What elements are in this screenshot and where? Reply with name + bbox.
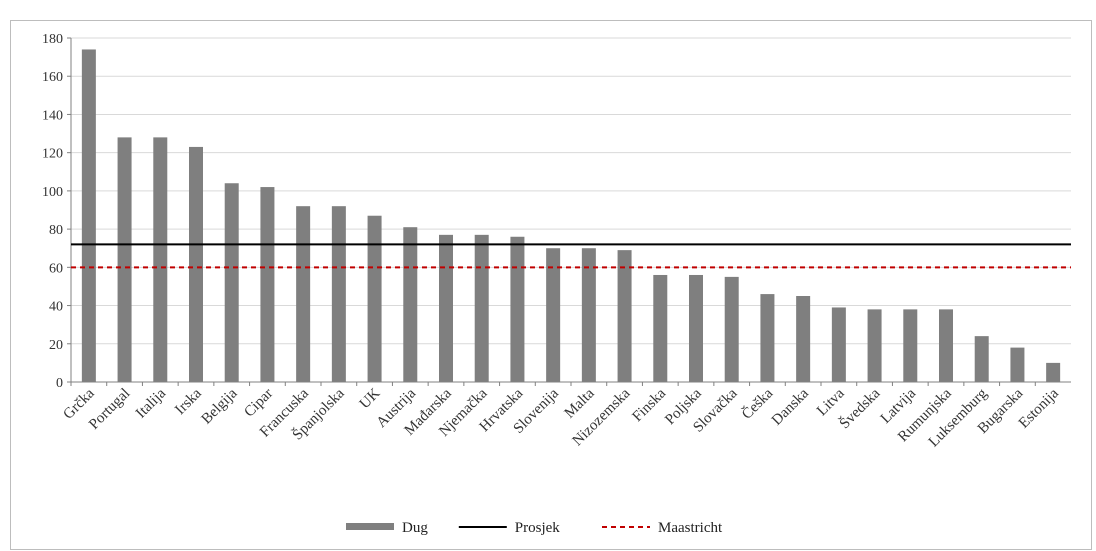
y-tick-label: 180 — [42, 32, 63, 47]
chart-frame: 0 20 40 60 80 100 120 140 160 180 Grčka Portugal It… — [10, 20, 1092, 550]
bar-Mađarska — [439, 234, 453, 382]
bars — [81, 49, 1061, 382]
legend-swatch-dug — [346, 523, 394, 530]
bar-Belgija — [224, 183, 239, 382]
y-axis: 0 20 40 60 80 100 120 140 160 180 — [42, 32, 72, 391]
bar-Hrvatska — [510, 236, 525, 382]
bar-Bugarska — [1010, 347, 1025, 382]
bar-Italija — [153, 137, 168, 382]
bar-Litva — [831, 307, 846, 382]
bar-Slovačka — [724, 276, 739, 382]
x-category-label: Danska — [769, 385, 812, 428]
y-tick-label: 60 — [49, 261, 63, 276]
y-tick-label: 160 — [42, 70, 63, 85]
bar-Francuska — [296, 206, 311, 382]
bar-Češka — [760, 294, 775, 382]
bar-Austrija — [403, 227, 418, 382]
x-category-label: Švedska — [836, 385, 884, 433]
bar-Malta — [581, 248, 596, 382]
bar-Finska — [653, 274, 668, 382]
y-tick-label: 0 — [56, 376, 63, 391]
x-category-label: UK — [357, 385, 384, 412]
bar-Latvija — [903, 309, 918, 382]
x-category-label: Estonija — [1016, 385, 1062, 431]
bar-Danska — [796, 296, 811, 382]
y-tick-label: 40 — [49, 300, 63, 315]
bar-Luksemburg — [974, 336, 989, 382]
y-tick-label: 80 — [49, 223, 63, 238]
legend-label-maastricht: Maastricht — [658, 520, 723, 536]
bar-Španjolska — [331, 206, 346, 382]
reference-lines — [71, 243, 1071, 269]
bar-Poljska — [689, 274, 703, 382]
legend-label-prosjek: Prosjek — [515, 520, 561, 536]
bar-Nizozemska — [617, 250, 632, 382]
bar-Rumunjska — [939, 309, 953, 382]
x-category-label: Belgija — [199, 385, 241, 427]
legend-label-dug: Dug — [402, 520, 428, 536]
legend: Dug Prosjek Maastricht — [346, 520, 723, 536]
bar-UK — [367, 215, 382, 382]
bar-Slovenija — [546, 248, 561, 382]
gridlines — [71, 37, 1071, 345]
bar-Portugal — [117, 137, 132, 382]
x-category-label: Italija — [133, 385, 169, 421]
y-tick-label: 120 — [42, 147, 63, 162]
bar-Grčka — [81, 49, 96, 382]
x-category-label: Irska — [172, 385, 205, 418]
y-tick-label: 100 — [42, 185, 63, 200]
bar-Cipar — [260, 187, 275, 382]
bar-Estonija — [1046, 362, 1061, 382]
y-tick-label: 140 — [42, 108, 63, 123]
y-tick-label: 20 — [49, 338, 63, 353]
bar-Irska — [189, 146, 203, 382]
bar-Njemačka — [474, 234, 489, 382]
bar-Švedska — [867, 309, 882, 382]
